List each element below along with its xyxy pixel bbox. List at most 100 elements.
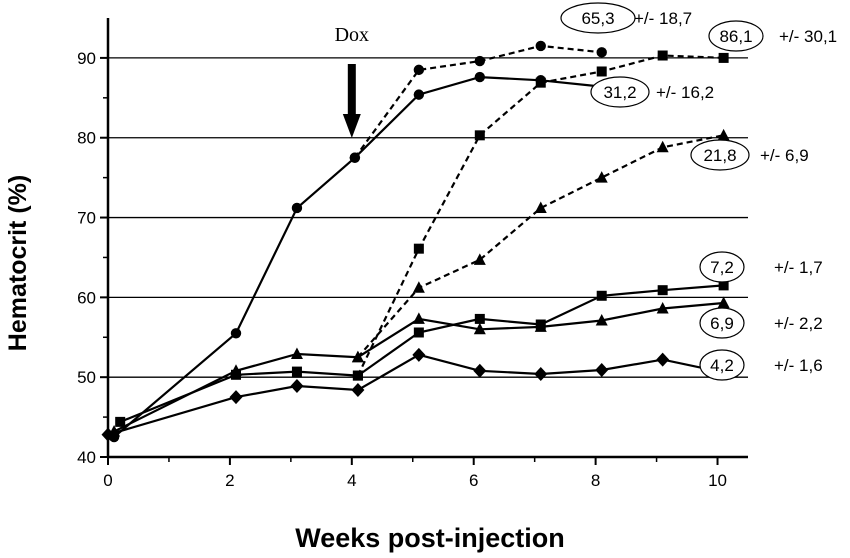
- square-dashed-point: [596, 66, 607, 77]
- y-tick-label: 90: [77, 49, 96, 68]
- annotation-ellipse: [590, 76, 650, 108]
- square-solid-point: [291, 366, 302, 377]
- annotation-sd: +/- 16,2: [656, 83, 714, 102]
- diamond-solid-point: [595, 362, 609, 377]
- square-solid-point: [474, 313, 485, 324]
- annotation-ellipse: [699, 307, 745, 339]
- triangle-solid-point: [412, 312, 425, 324]
- square-solid-point: [596, 290, 607, 301]
- diamond-solid-point: [101, 427, 115, 442]
- annotation-value: 4,2: [710, 356, 734, 375]
- diamond-solid-point: [412, 347, 426, 362]
- dox-arrow-head: [342, 114, 361, 138]
- annotation-sd: +/- 1,7: [774, 258, 823, 277]
- diamond-solid-point: [656, 352, 670, 367]
- triangle-solid-point: [717, 296, 730, 308]
- x-tick-label: 2: [225, 471, 234, 490]
- square-dashed-point: [657, 50, 668, 61]
- series-line-square-solid: [119, 284, 724, 423]
- series-triangle-solid: [108, 296, 730, 437]
- annotation-sd: +/- 2,2: [774, 314, 823, 333]
- diamond-solid-point: [290, 378, 304, 393]
- triangle-solid-point: [534, 320, 547, 332]
- circle-dashed-point: [535, 40, 546, 52]
- triangle-solid-point: [230, 364, 242, 376]
- annotation-ellipse: [708, 20, 764, 52]
- triangle-solid-point: [351, 350, 364, 363]
- series-line-triangle-solid: [113, 301, 724, 433]
- y-ticks: 40 50 60 70 80 90: [77, 49, 108, 467]
- annotation-triangle-solid: 6,9 +/- 2,2: [699, 307, 823, 339]
- annotation-sd: +/- 1,6: [774, 356, 823, 375]
- x-tick-label: 8: [591, 471, 600, 490]
- triangle-dashed-point: [534, 201, 547, 213]
- y-axis-title: Hematocrit (%): [4, 175, 32, 351]
- dox-label: Dox: [335, 24, 369, 46]
- triangle-dashed-point: [717, 128, 730, 141]
- annotation-sd: +/- 30,1: [779, 27, 837, 46]
- gridlines: [108, 57, 748, 378]
- circle-dashed-point: [349, 152, 361, 163]
- circle-dashed-point: [413, 64, 425, 76]
- x-axis-title: Weeks post-injection: [295, 523, 565, 553]
- annotation-value: 6,9: [710, 314, 734, 333]
- triangle-dashed-point: [656, 140, 669, 153]
- circle-dashed-point: [474, 55, 486, 67]
- y-tick-label: 60: [77, 288, 96, 307]
- annotation-sd: +/- 18,7: [634, 9, 692, 28]
- dox-marker: Dox: [335, 24, 369, 138]
- triangle-solid-point: [595, 314, 608, 326]
- circle-dashed-point: [596, 47, 607, 58]
- circle-solid-point: [413, 89, 425, 100]
- diamond-solid-point: [534, 366, 548, 381]
- triangle-dashed-point: [595, 171, 608, 183]
- annotations: 31,2 +/- 16,2 65,3 +/- 18,7 86,1 +/- 30,1 21,8…: [560, 2, 837, 381]
- annotation-triangle-dashed: 21,8 +/- 6,9: [690, 139, 809, 171]
- x-ticks: 0 2 4 6 8 10: [103, 457, 727, 490]
- annotation-circle-solid: 31,2 +/- 16,2: [590, 76, 714, 108]
- axes: [106, 18, 748, 459]
- x-tick-label: 4: [347, 471, 356, 490]
- annotation-circle-dashed: 65,3 +/- 18,7: [560, 2, 692, 34]
- triangle-solid-point: [473, 322, 486, 335]
- triangle-solid-point: [290, 347, 303, 360]
- square-dashed-point: [535, 77, 546, 88]
- square-solid-point: [657, 285, 668, 296]
- square-solid-point: [115, 416, 126, 427]
- annotation-ellipse: [690, 139, 750, 171]
- triangle-dashed-point: [473, 253, 486, 265]
- triangle-solid-point: [656, 302, 669, 314]
- annotation-diamond-solid: 4,2 +/- 1,6: [699, 349, 823, 381]
- annotation-value: 21,8: [703, 146, 736, 165]
- triangle-dashed-point: [412, 281, 425, 293]
- diamond-solid-point: [473, 363, 487, 378]
- y-tick-label: 40: [77, 448, 96, 467]
- annotation-square-dashed: 86,1 +/- 30,1: [708, 20, 837, 52]
- square-dashed-point: [474, 130, 485, 141]
- annotation-ellipse: [699, 251, 745, 283]
- diamond-solid-point: [229, 390, 243, 405]
- annotation-square-solid: 7,2 +/- 1,7: [699, 251, 823, 283]
- series-layer: [101, 40, 731, 443]
- circle-solid-point: [474, 71, 486, 83]
- square-dashed-point: [413, 243, 424, 254]
- square-solid-point: [718, 280, 729, 291]
- series-line-diamond-solid: [107, 353, 724, 436]
- annotation-ellipse: [560, 2, 636, 34]
- circle-solid-point: [230, 328, 242, 339]
- square-solid-point: [352, 370, 363, 381]
- annotation-value: 65,3: [581, 9, 614, 28]
- x-tick-label: 0: [103, 471, 112, 490]
- circle-solid-point: [291, 202, 303, 214]
- dox-arrow-shaft: [347, 64, 356, 116]
- series-line-circle-solid: [113, 75, 602, 438]
- annotation-ellipse: [699, 349, 745, 381]
- y-tick-label: 70: [77, 209, 96, 228]
- y-tick-label: 50: [77, 368, 96, 387]
- diamond-solid-point: [351, 382, 365, 397]
- annotation-value: 86,1: [719, 27, 752, 46]
- series-diamond-solid: [101, 347, 731, 442]
- y-tick-label: 80: [77, 129, 96, 148]
- square-solid-point: [413, 327, 424, 338]
